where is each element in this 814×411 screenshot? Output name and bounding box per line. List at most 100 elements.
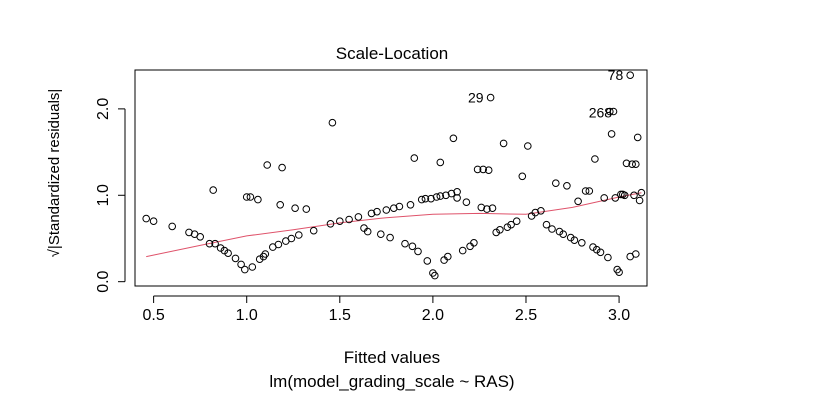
data-point (205, 239, 214, 248)
data-point (326, 220, 335, 228)
data-point (622, 159, 631, 168)
data-point (632, 250, 640, 258)
data-point (570, 236, 579, 244)
data-point (395, 202, 404, 211)
data-point (345, 215, 353, 224)
data-point (417, 195, 426, 204)
data-point (596, 248, 605, 257)
data-point (242, 193, 251, 201)
data-point (261, 250, 270, 258)
data-point (484, 166, 493, 174)
data-point (458, 246, 467, 255)
data-point (488, 204, 497, 212)
point-annotation: 78 (608, 67, 624, 83)
data-point (276, 201, 285, 209)
data-point (336, 217, 344, 225)
data-point (559, 230, 568, 238)
data-point (209, 186, 217, 194)
data-point (367, 209, 376, 218)
data-point (483, 205, 491, 213)
data-point (421, 194, 430, 203)
data-point (291, 204, 299, 212)
data-point (231, 254, 240, 263)
data-point (574, 197, 582, 206)
data-point (386, 233, 394, 242)
y-tick-label: 2.0 (95, 98, 112, 120)
data-point (382, 206, 391, 214)
y-axis-label: √|Standardized residuals| (46, 89, 63, 258)
data-point (427, 194, 435, 203)
annotation-layer: 78 29 268 (468, 67, 623, 120)
data-point (377, 230, 385, 238)
x-axis-label: Fitted values (344, 348, 440, 367)
data-point (477, 203, 486, 212)
x-tick-label: 1.0 (236, 307, 258, 324)
data-point (499, 139, 508, 148)
data-point (473, 165, 482, 174)
data-point (630, 191, 638, 200)
data-point (548, 225, 556, 233)
data-point (578, 239, 586, 247)
data-point (241, 265, 249, 274)
x-axis: 0.5 1.0 1.5 2.0 2.5 3.0 (142, 295, 630, 324)
data-point (609, 107, 618, 116)
x-tick-label: 3.0 (608, 307, 630, 324)
data-point (237, 260, 245, 269)
data-point (432, 193, 441, 201)
x-tick-label: 0.5 (142, 307, 164, 324)
data-point (185, 228, 193, 237)
data-point (466, 242, 474, 251)
data-point (512, 217, 521, 225)
data-point (635, 196, 644, 205)
data-point (470, 239, 478, 247)
points-layer (142, 71, 646, 280)
data-point (287, 234, 296, 243)
data-point (449, 134, 458, 143)
data-point (552, 179, 560, 187)
data-point (585, 187, 594, 195)
data-point (442, 191, 450, 200)
data-point (363, 227, 372, 236)
data-point (255, 255, 264, 264)
data-point (453, 194, 461, 202)
data-point (633, 133, 642, 142)
data-point (542, 220, 551, 229)
data-point (462, 198, 471, 206)
data-point (486, 93, 495, 102)
data-point (302, 205, 311, 213)
y-tick-label: 1.0 (95, 184, 112, 206)
x-tick-label: 1.5 (329, 307, 351, 324)
data-point (373, 207, 381, 216)
data-point (611, 194, 620, 202)
x-tick-label: 2.0 (422, 307, 444, 324)
data-point (507, 220, 515, 229)
data-point (149, 217, 158, 225)
data-point (591, 155, 599, 163)
data-point (615, 268, 623, 277)
data-point (600, 194, 609, 202)
data-point (254, 195, 262, 204)
data-point (444, 252, 452, 261)
data-point (406, 201, 415, 209)
data-point (431, 271, 439, 280)
data-point (295, 231, 303, 239)
data-point (563, 182, 571, 190)
data-point (524, 142, 532, 150)
data-point (518, 172, 527, 181)
data-point (248, 263, 257, 271)
chart-subtitle: lm(model_grading_scale ~ RAS) (269, 372, 514, 391)
data-point (620, 191, 629, 200)
data-point (606, 107, 614, 116)
data-point (604, 253, 612, 262)
data-point (479, 165, 488, 174)
data-point (423, 257, 432, 265)
data-point (617, 190, 625, 199)
smoother-line (146, 192, 642, 258)
data-point (453, 188, 461, 196)
x-tick-label: 2.5 (515, 307, 537, 324)
data-point (436, 192, 445, 200)
plot-box (134, 69, 648, 287)
data-point (581, 187, 590, 195)
data-point (328, 118, 337, 127)
